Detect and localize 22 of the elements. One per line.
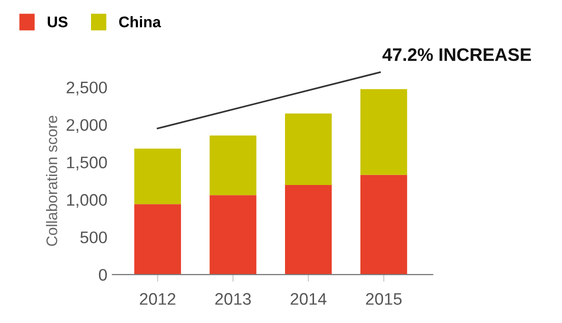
bar (360, 89, 408, 175)
y-tick-label: 500 (80, 231, 107, 244)
x-tick-label: 2015 (366, 293, 402, 305)
y-tick-label: 2,500 (66, 82, 107, 96)
y-tick-label: 1,000 (67, 194, 107, 208)
text: 47.2% INCREASE (382, 48, 531, 62)
bar (210, 136, 256, 196)
legend-label: US (48, 16, 68, 28)
x-tick-label: 2012 (140, 293, 176, 305)
bar (285, 185, 332, 275)
bar (210, 195, 256, 275)
y-axis-title: Collaboration score (46, 116, 58, 246)
x-tick-label: 2014 (290, 293, 326, 305)
y-tick-label: 1,500 (67, 156, 107, 170)
bar (285, 113, 332, 185)
y-tick-label: 0 (98, 268, 107, 281)
legend-label: China (119, 16, 162, 28)
x-tick-label: 2013 (215, 293, 251, 305)
bar (134, 204, 181, 275)
bar (134, 148, 181, 204)
y-tick-label: 2,000 (66, 119, 107, 133)
bar (360, 174, 408, 275)
